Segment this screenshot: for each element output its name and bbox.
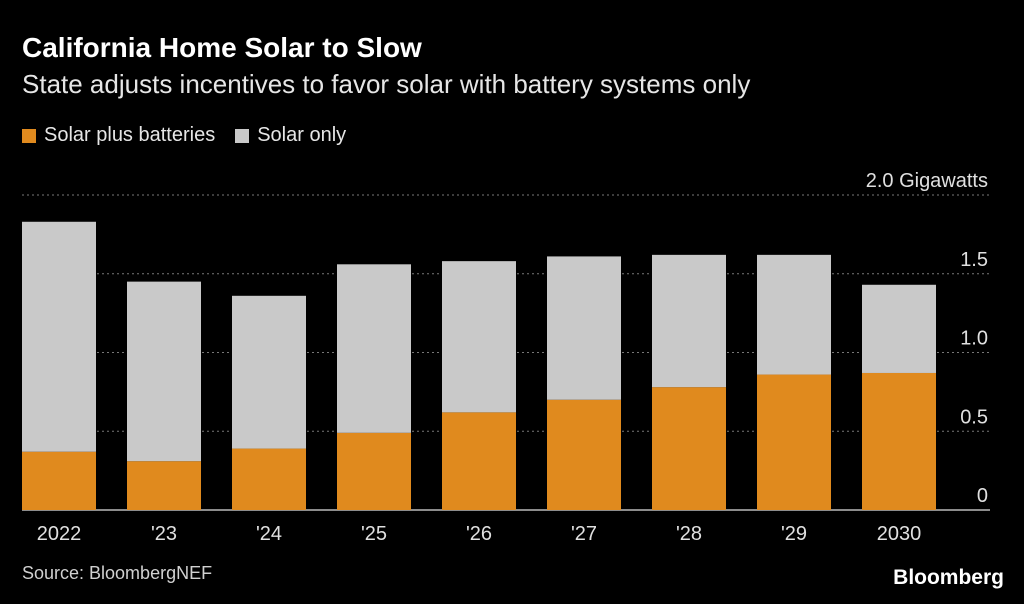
x-tick-label: '29 <box>781 523 807 545</box>
y-tick-label: 0.5 <box>960 406 988 428</box>
chart-subtitle: State adjusts incentives to favor solar … <box>22 69 751 99</box>
bar-solar-plus-batteries <box>757 374 831 510</box>
legend: Solar plus batteries Solar only <box>22 124 366 147</box>
bar-solar-plus-batteries <box>22 451 96 510</box>
x-tick-label: '23 <box>151 523 177 545</box>
legend-item-solar-only: Solar only <box>235 124 346 147</box>
bar-solar-plus-batteries <box>652 387 726 510</box>
bar-solar-only <box>652 254 726 388</box>
y-tick-label: 0 <box>977 485 988 507</box>
bloomberg-logo: Bloomberg <box>893 566 1004 589</box>
x-tick-label: 2022 <box>37 523 82 545</box>
bar-solar-plus-batteries <box>337 432 411 510</box>
bar-solar-plus-batteries <box>127 461 201 510</box>
legend-label-solar-only: Solar only <box>257 124 347 146</box>
source-note: Source: BloombergNEF <box>22 563 213 583</box>
bar-solar-only <box>232 295 306 449</box>
chart-title: California Home Solar to Slow <box>22 32 422 63</box>
bar-solar-only <box>127 281 201 462</box>
legend-item-solar-plus-batteries: Solar plus batteries <box>22 124 215 147</box>
x-tick-label: '26 <box>466 523 492 545</box>
legend-swatch-solar-only <box>235 128 250 143</box>
x-tick-label: 2030 <box>877 523 922 545</box>
bar-solar-plus-batteries <box>547 399 621 510</box>
bar-solar-plus-batteries <box>442 412 516 510</box>
x-tick-label: '28 <box>676 523 702 545</box>
bar-solar-only <box>337 264 411 433</box>
y-tick-label: 1.5 <box>960 249 988 271</box>
legend-label-solar-plus-batteries: Solar plus batteries <box>44 124 216 146</box>
legend-swatch-solar-plus-batteries <box>22 128 36 143</box>
bar-solar-only <box>862 284 936 373</box>
bar-solar-plus-batteries <box>862 372 936 510</box>
bar-solar-only <box>442 261 516 413</box>
bar-solar-only <box>547 256 621 400</box>
x-tick-label: '27 <box>571 523 597 545</box>
x-tick-label: '24 <box>256 523 282 545</box>
y-tick-label: 2.0 Gigawatts <box>866 170 988 192</box>
x-tick-label: '25 <box>361 523 387 545</box>
bar-solar-only <box>22 221 96 452</box>
bar-solar-plus-batteries <box>232 448 306 510</box>
bar-solar-only <box>757 254 831 375</box>
y-tick-label: 1.0 <box>960 328 988 350</box>
